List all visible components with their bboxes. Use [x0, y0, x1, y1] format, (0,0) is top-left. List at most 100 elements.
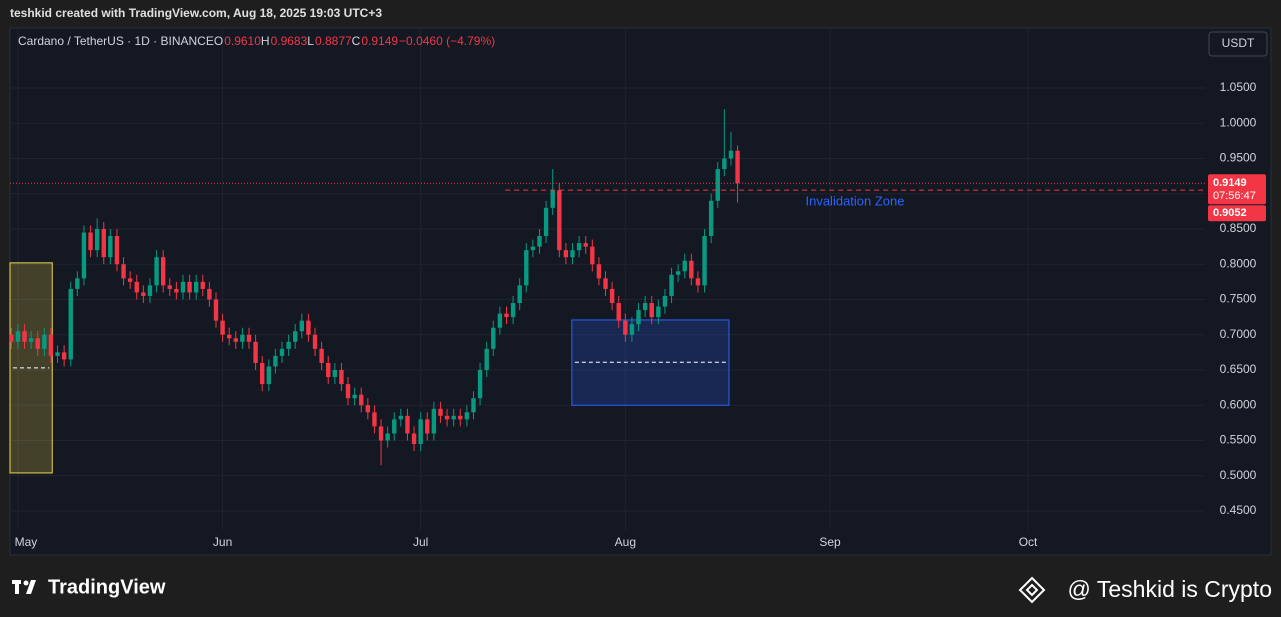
- candle-body: [187, 281, 192, 293]
- candle-body: [550, 190, 555, 208]
- candle-body: [141, 292, 146, 296]
- candle-body: [9, 334, 14, 342]
- candle-body: [22, 331, 27, 342]
- zone-box: [9, 262, 53, 474]
- currency-label: USDT: [1222, 36, 1255, 50]
- candle-body: [497, 313, 503, 328]
- countdown: 07:56:47: [1213, 190, 1256, 202]
- candle-body: [689, 260, 694, 279]
- candle-body: [715, 169, 720, 201]
- chart-pane: [9, 27, 1272, 556]
- credit: teshkid created with TradingView.com, Au…: [10, 6, 382, 20]
- candle-body: [603, 278, 608, 289]
- candle-body: [306, 320, 311, 335]
- candle-body: [68, 288, 73, 360]
- candle-body: [708, 200, 714, 237]
- candle-body: [682, 260, 687, 272]
- candle-body: [207, 288, 212, 300]
- candle-body: [352, 394, 357, 399]
- legend-value: 0.9610: [224, 34, 261, 48]
- candle-body: [392, 419, 397, 434]
- candle-body: [319, 348, 324, 363]
- y-tick-label: 0.8000: [1220, 256, 1257, 270]
- candle-body: [583, 243, 588, 247]
- candle-body: [240, 334, 245, 342]
- candle-body: [431, 408, 437, 434]
- candle-body: [722, 158, 727, 170]
- brand: TradingView: [48, 576, 166, 598]
- legend-value: 0.9149: [361, 34, 398, 48]
- last-price-tag: [1208, 174, 1266, 205]
- y-tick-label: 0.6000: [1220, 397, 1257, 411]
- y-tick-label: 1.0500: [1220, 80, 1257, 94]
- candle-body: [266, 366, 272, 385]
- candle-body: [570, 250, 575, 258]
- candle-body: [642, 303, 648, 311]
- legend-value: 0.9683: [271, 34, 308, 48]
- candle-body: [127, 278, 133, 282]
- watermark: @ Teshkid is Crypto: [1068, 576, 1272, 602]
- y-tick-label: 0.5500: [1220, 433, 1257, 447]
- candle-body: [160, 257, 166, 286]
- candle-body: [15, 331, 21, 342]
- candle-body: [75, 278, 80, 289]
- legend: Cardano / TetherUS · 1D · BINANCEO0.9610…: [18, 34, 495, 48]
- candle-body: [108, 236, 113, 258]
- x-tick-label: Jul: [413, 535, 428, 549]
- candle-body: [616, 303, 621, 321]
- x-tick-label: Aug: [615, 535, 636, 549]
- candle-body: [590, 246, 595, 265]
- candle-body: [365, 405, 371, 413]
- legend-key: H: [261, 34, 270, 48]
- candle-body: [662, 295, 668, 307]
- candle-body: [649, 303, 654, 318]
- candle-body: [623, 320, 628, 335]
- candle-body: [147, 285, 153, 296]
- change: −0.0460 (−4.79%): [399, 34, 495, 48]
- candle-body: [273, 355, 278, 367]
- candle-body: [464, 412, 470, 420]
- candle-body: [451, 415, 456, 420]
- candle-body: [669, 274, 674, 296]
- invalidation-text: Invalidation Zone: [805, 194, 904, 209]
- candle-body: [220, 320, 225, 335]
- candle-body: [504, 313, 509, 318]
- candle-body: [524, 250, 529, 286]
- zone-box: [571, 319, 730, 406]
- candle-body: [596, 264, 602, 279]
- candle-body: [378, 426, 384, 441]
- candle-body: [339, 370, 344, 385]
- candle-body: [226, 334, 232, 339]
- y-tick-label: 0.5000: [1220, 468, 1257, 482]
- candle-body: [61, 352, 67, 360]
- candle-body: [444, 415, 450, 420]
- candle-body: [563, 250, 569, 258]
- candle-body: [537, 236, 542, 247]
- candle-body: [299, 320, 305, 332]
- candle-body: [517, 285, 522, 304]
- invalidation-tag: [1208, 205, 1266, 222]
- candle-body: [438, 408, 443, 416]
- candle-body: [471, 398, 476, 413]
- candle-body: [359, 394, 364, 406]
- candle-body: [260, 362, 265, 385]
- legend-key: L: [307, 34, 314, 48]
- candle-body: [411, 433, 417, 445]
- candle-body: [101, 229, 106, 258]
- candle-body: [491, 327, 496, 349]
- candle-body: [609, 288, 615, 304]
- candle-body: [193, 281, 199, 293]
- candle-body: [418, 419, 423, 445]
- candle-body: [154, 257, 159, 286]
- candle-body: [576, 243, 582, 251]
- candle-body: [675, 271, 681, 275]
- candle-body: [629, 324, 635, 335]
- candle-body: [42, 334, 47, 349]
- candle-body: [728, 150, 734, 159]
- candle-body: [48, 334, 54, 356]
- candle-body: [28, 338, 34, 342]
- y-tick-label: 0.7000: [1220, 327, 1257, 341]
- currency-button[interactable]: [1208, 31, 1268, 57]
- candle-body: [477, 370, 483, 399]
